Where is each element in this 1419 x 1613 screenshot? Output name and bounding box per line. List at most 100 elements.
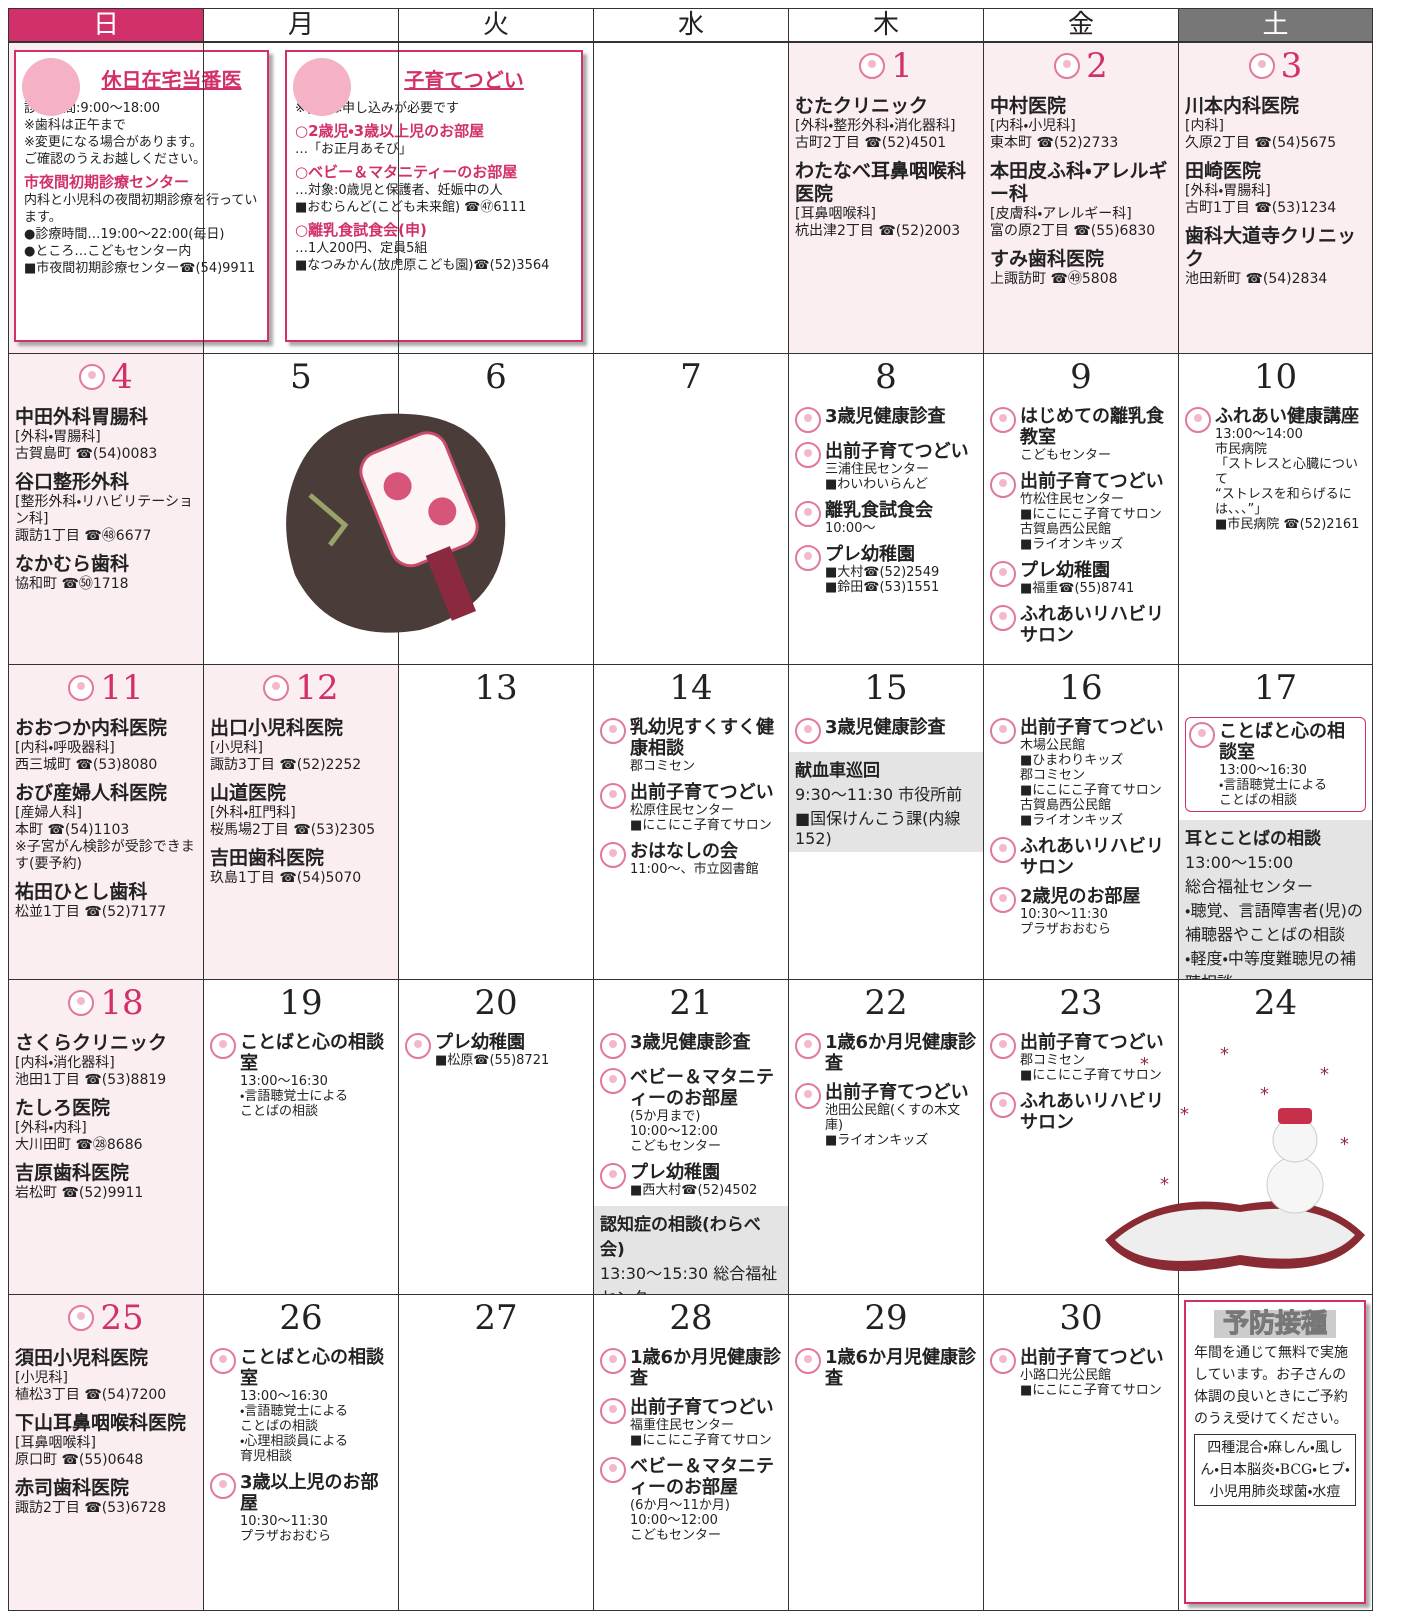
entry: ふれあい健康講座 13:00～14:00 市民病院 「ストレスと心臓について “ストレス… (1185, 406, 1366, 532)
entry-detail: プラザおおむら (240, 1529, 332, 1544)
entry-detail: 池田新町 ☎(54)2834 (1185, 271, 1328, 287)
entry-detail: 総合福祉センター (1185, 877, 1314, 896)
entry: 市夜間初期診療センター内科と小児科の夜間初期診療を行っています。 ●診療時間…19… (24, 172, 259, 277)
cell-body: ふれあい健康講座 13:00～14:00 市民病院 「ストレスと心臓について “ストレス… (1179, 406, 1372, 532)
entry: ことばと心の相談室 13:00～16:30 ・言語聴覚士による ことばの相談 (210, 1032, 392, 1119)
date: 9 (984, 354, 1178, 400)
entry-text: ベビー＆マタニティーのお部屋 (5か月まで) 10:00～12:00 こどもセンター (630, 1067, 782, 1154)
entry-detail: ■にこにこ子育てサロン (630, 818, 772, 833)
entry-detail: 年間を通じて無料で実施しています。お子さんの体調の良いときにご予約のうえ受けてく… (1194, 1345, 1348, 1427)
entry-name: 出前子育てつどい (825, 441, 969, 462)
entry-name: 本田皮ふ科・アレルギー科 (990, 160, 1168, 205)
entry-text: ことばと心の相談室 13:00～16:30 ・言語聴覚士による ことばの相談 (1219, 721, 1362, 808)
entry-detail: 13:00～16:30 (240, 1074, 328, 1089)
entry: なかむら歯科 協和町 ☎㊿1718 (15, 553, 197, 593)
day-cell: 1 むたクリニック [外科・整形外科・消化器科] 古町2丁目 ☎(52)4501 わたな… (788, 42, 984, 354)
entry-name: おおつか内科医院 (15, 717, 168, 739)
entry-detail: 内科と小児科の夜間初期診療を行っています。 (24, 193, 258, 225)
entry-name: 川本内科医院 (1185, 95, 1300, 117)
entry: 出口小児科医院 [小児科] 諏訪3丁目 ☎(52)2252 (210, 717, 392, 774)
entry-detail: 玖島1丁目 ☎(54)5070 (210, 870, 362, 886)
date: 6 (399, 354, 593, 400)
date-number: 20 (474, 983, 518, 1023)
entry: 山道医院 [外科・肛門科] 桜馬場2丁目 ☎(53)2305 (210, 782, 392, 839)
day-cell: 20 プレ幼稚園 ■松原☎(55)8721 (398, 979, 594, 1295)
entry-detail: …「お正月あそび」 (295, 142, 413, 157)
cell-body: 出前子育てつどい 小路口光公民館 ■にこにこ子育てサロン (984, 1347, 1178, 1398)
date: 18 (9, 980, 203, 1026)
cell-body: プレ幼稚園 ■松原☎(55)8721 (399, 1032, 593, 1068)
day-cell: 5 (203, 353, 399, 665)
entry-name: 2歳児のお部屋 (1020, 886, 1141, 907)
date: 17 (1179, 665, 1372, 711)
entry-detail: 池田公民館(くすの木文庫) (825, 1103, 961, 1133)
entry-text: 出前子育てつどい 松原住民センター ■にこにこ子育てサロン (630, 782, 774, 833)
cell-body: ことばと心の相談室 13:00～16:30 ・言語聴覚士による ことばの相談 ・心理相談… (204, 1347, 398, 1544)
entry-detail: こどもセンター (1020, 448, 1112, 463)
day-cell: 8 3歳児健康診査 出前子育てつどい 三浦住民センター ■わいわいらんど 離乳食試食会 10… (788, 353, 984, 665)
weekday-header: 金 (983, 8, 1179, 42)
entry-name: ○離乳食試食会(申) (295, 221, 427, 239)
entry-detail: 古賀島西公民館 (1020, 798, 1112, 813)
entry: プレ幼稚園 ■松原☎(55)8721 (405, 1032, 587, 1068)
entry: 出前子育てつどい 池田公民館(くすの木文庫) ■ライオンキッズ (795, 1082, 977, 1148)
event-icon (795, 407, 821, 433)
date-number: 10 (1253, 357, 1298, 397)
entry-name: ことばと心の相談室 (240, 1032, 384, 1074)
entry-name: 予防接種 (1214, 1310, 1336, 1338)
entry-detail: [外科・内科] (15, 1120, 87, 1136)
holiday-icon (859, 53, 886, 79)
weekday-header: 日 (8, 8, 204, 42)
entry-name: むたクリニック (795, 95, 929, 117)
date-number: 14 (669, 668, 713, 708)
entry: 田崎医院 [外科・胃腸科] 古町1丁目 ☎(53)1234 (1185, 160, 1366, 217)
holiday-icon (79, 364, 106, 390)
entry-name: 休日在宅当番医 (101, 68, 242, 92)
day-cell: 21 3歳児健康診査 ベビー＆マタニティーのお部屋 (5か月まで) 10:00～12:0… (593, 979, 789, 1295)
date-number: 22 (864, 983, 908, 1023)
day-cell: 2 中村医院 [内科・小児科] 東本町 ☎(52)2733 本田皮ふ科・アレルギー科 [皮… (983, 42, 1179, 354)
entry-detail: 本町 ☎(54)1103 (15, 822, 130, 838)
entry-detail: 木場公民館 (1020, 738, 1086, 753)
entry-detail: [外科・胃腸科] (15, 429, 101, 445)
entry: さくらクリニック [内科・消化器科] 池田1丁目 ☎(53)8819 (15, 1032, 197, 1089)
event-icon (795, 1033, 821, 1059)
entry-name: 市夜間初期診療センター (24, 173, 190, 191)
entry-name: 献血車巡回 (795, 761, 880, 781)
date: 21 (594, 980, 788, 1026)
entry-name: 3歳児健康診査 (825, 717, 946, 738)
date: 7 (594, 354, 788, 400)
date: 4 (9, 354, 203, 400)
entry: ふれあいリハビリサロン (990, 604, 1172, 646)
date-number: 25 (100, 1298, 144, 1338)
entry-detail: 諏訪2丁目 ☎(53)6728 (15, 1500, 167, 1516)
entry: 離乳食試食会 10:00～ (795, 500, 977, 536)
entry-detail: 13:00～15:00 (1185, 853, 1294, 872)
entry-detail: 小路口光公民館 (1020, 1368, 1112, 1383)
entry-name: 3歳以上児のお部屋 (240, 1472, 379, 1514)
entry-text: ベビー＆マタニティーのお部屋 (6か月～11か月) 10:00～12:00 こどもセン… (630, 1456, 782, 1543)
entry-name: ふれあい健康講座 (1215, 406, 1359, 427)
entry-detail: ・言語聴覚士による (1219, 778, 1328, 793)
date: 27 (399, 1295, 593, 1341)
entry-detail: ■国保けんこう課(内線152) (795, 809, 961, 848)
day-cell: 13 (398, 664, 594, 980)
entry-text: 3歳児健康診査 (825, 406, 946, 433)
entry-name: 出前子育てつどい (825, 1082, 969, 1103)
event-icon (990, 718, 1016, 744)
holiday-icon (68, 1305, 95, 1331)
entry: ベビー＆マタニティーのお部屋 (6か月～11か月) 10:00～12:00 こどもセン… (600, 1456, 782, 1543)
day-cell: 18 さくらクリニック [内科・消化器科] 池田1丁目 ☎(53)8819 たしろ医院[… (8, 979, 204, 1295)
entry-detail: ●診療時間…19:00～22:00(毎日) (24, 227, 225, 242)
date: 5 (204, 354, 398, 400)
entry-text: プレ幼稚園 ■西大村☎(52)4502 (630, 1162, 757, 1198)
event-icon (795, 545, 821, 571)
day-cell: 29 1歳6か月児健康診査 (788, 1294, 984, 1611)
entry-detail: 13:00～14:00 (1215, 427, 1303, 442)
day-cell (593, 42, 789, 354)
entry: ことばと心の相談室 13:00～16:30 ・言語聴覚士による ことばの相談 (1185, 717, 1366, 812)
holiday-icon (68, 675, 95, 701)
entry-text: 1歳6か月児健康診査 (825, 1347, 977, 1389)
entry-detail: ・聴覚、言語障害者(児)の補聴器やことばの相談 (1185, 901, 1363, 944)
entry-detail: ●ところ…こどもセンター内 (24, 244, 192, 259)
